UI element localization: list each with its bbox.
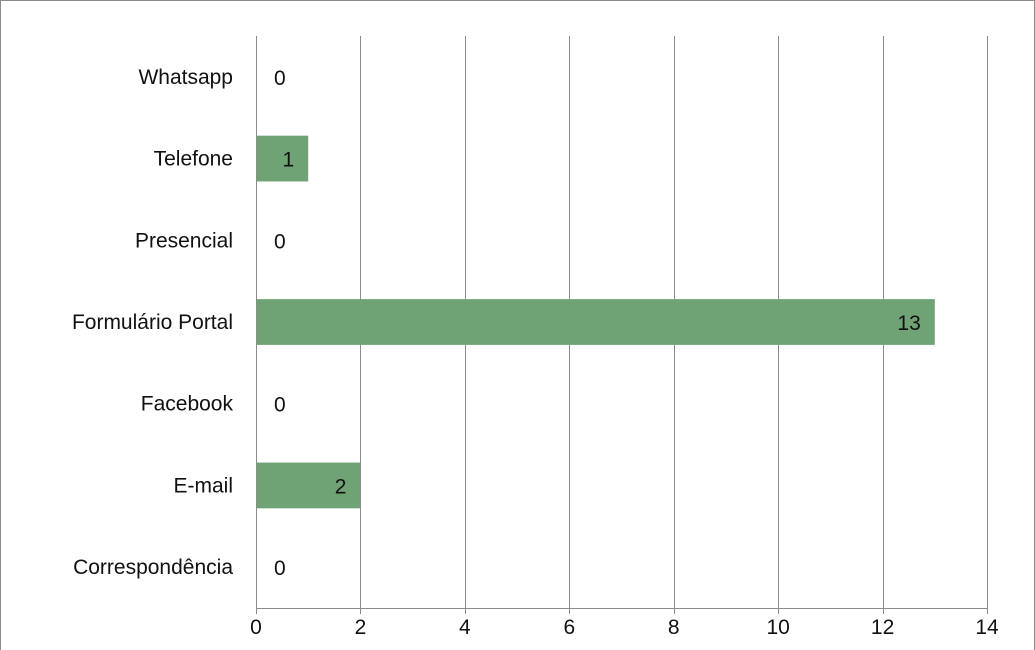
x-tick-label-0: 0 (250, 616, 262, 639)
category-label-facebook: Facebook (141, 393, 234, 416)
category-label-correspondencia: Correspondência (73, 556, 233, 579)
x-tick-label-14: 14 (975, 616, 999, 639)
x-tick-label-4: 4 (459, 616, 471, 639)
x-tick-label-10: 10 (766, 616, 789, 639)
category-label-presencial: Presencial (135, 229, 233, 252)
data-label-correspondencia: 0 (274, 557, 286, 580)
data-label-presencial: 0 (274, 230, 286, 253)
x-tick-label-12: 12 (871, 616, 894, 639)
x-tick-label-8: 8 (668, 616, 680, 639)
category-label-formulario-portal: Formulário Portal (72, 311, 233, 334)
data-label-formulario-portal: 13 (897, 312, 920, 335)
x-tick-label-6: 6 (563, 616, 575, 639)
data-label-e-mail: 2 (335, 475, 347, 498)
data-label-whatsapp: 0 (274, 67, 286, 90)
category-label-telefone: Telefone (154, 148, 233, 171)
bar-formulario-portal (257, 299, 935, 345)
bar-telefone (257, 135, 309, 182)
category-label-whatsapp: Whatsapp (138, 66, 233, 89)
bar-e-mail (257, 462, 361, 509)
data-label-telefone: 1 (283, 149, 295, 172)
x-tick-label-2: 2 (355, 616, 367, 639)
category-label-e-mail: E-mail (173, 474, 233, 497)
data-label-facebook: 0 (274, 394, 286, 417)
